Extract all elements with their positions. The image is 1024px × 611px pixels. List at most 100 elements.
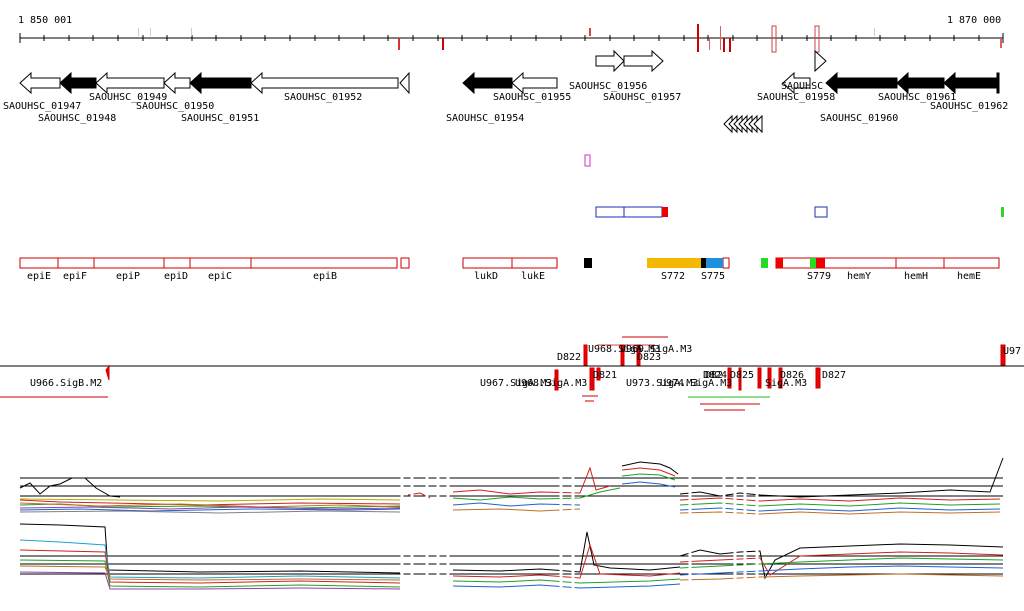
feature-label: epiD <box>164 271 188 282</box>
blue-box[interactable] <box>595 206 625 218</box>
feature-label: epiC <box>208 271 232 282</box>
gene-arrow[interactable] <box>189 71 252 95</box>
expression-track-1 <box>19 457 1004 520</box>
feature-label: epiE <box>27 271 51 282</box>
gene-label: SAOUHSC_01950 <box>136 101 214 112</box>
feature-box[interactable] <box>943 257 1000 269</box>
feature-box[interactable] <box>57 257 95 269</box>
regulator-label: D824 <box>703 370 727 381</box>
regulator-label: U968.SigA.M3 <box>588 344 660 355</box>
regulator-label: U97 <box>1003 346 1021 357</box>
gene-label: SAOUHSC_01951 <box>181 113 259 124</box>
purple-mark <box>584 154 591 167</box>
feature-box[interactable] <box>895 257 945 269</box>
gene-label: SAOUHSC_01960 <box>820 113 898 124</box>
regulator-label: U973.SigA.M3 <box>626 378 698 389</box>
feature-box[interactable] <box>250 257 398 269</box>
small-gene-cluster <box>723 114 763 134</box>
feature-label: hemE <box>957 271 981 282</box>
gene-arrow[interactable] <box>163 71 191 95</box>
orange-feature[interactable] <box>647 258 701 268</box>
expression-track-2 <box>19 520 1004 600</box>
feature-label: S772 <box>661 271 685 282</box>
scale-ticks <box>19 33 1004 43</box>
gene-arrow[interactable] <box>95 71 165 95</box>
gene-arrow[interactable] <box>462 71 513 95</box>
gene-labels: SAOUHSC_01947 SAOUHSC_01948 SAOUHSC_0194… <box>3 81 1008 124</box>
feature-box[interactable] <box>775 257 897 269</box>
scale-end-label: 1 870 000 <box>947 15 1001 26</box>
regulator-label: U966.SigB.M2 <box>30 378 102 389</box>
gene-arrow[interactable] <box>825 71 898 95</box>
overlapping-label: U969.SigA.M3 <box>620 344 692 355</box>
gene-label: SAOUHSC_01952 <box>284 92 362 103</box>
feature-box[interactable] <box>511 257 558 269</box>
blue-feature[interactable] <box>706 258 723 268</box>
regulator-label: D82 <box>705 370 723 381</box>
gene-label: SAOUHSC_01961 <box>878 92 956 103</box>
scale-start-label: 1 850 001 <box>18 15 72 26</box>
gene-label: SAOUHSC_01954 <box>446 113 524 124</box>
regulator-label: D823 <box>637 352 661 363</box>
green-feature[interactable] <box>761 258 768 268</box>
red-mark <box>662 207 668 217</box>
regulator-label: D826 <box>780 370 804 381</box>
regulator-label: D822 <box>557 352 581 363</box>
feature-box[interactable] <box>93 257 165 269</box>
feature-label: hemY <box>847 271 871 282</box>
gene-arrow[interactable] <box>943 71 997 95</box>
feature-box[interactable] <box>189 257 252 269</box>
gene-label: SAOUHSC_01955 <box>493 92 571 103</box>
black-mark <box>584 258 592 268</box>
gene-label: SAOUHSC_01962 <box>930 101 1008 112</box>
blue-box[interactable] <box>623 206 663 218</box>
coordinate-scale: 1 850 001 1 870 000 <box>18 15 1004 53</box>
regulator-track: U966.SigB.M2 U967.SigA.M3 U973.SigA.M3 U… <box>0 336 1024 411</box>
gene-label: SAOUHSC_01949 <box>89 92 167 103</box>
annotation-marks <box>584 154 1004 218</box>
feature-label: epiB <box>313 271 337 282</box>
regulator-labels: U966.SigB.M2 U967.SigA.M3 U973.SigA.M3 U… <box>30 344 1021 389</box>
feature-box[interactable] <box>722 257 730 269</box>
feature-labels: epiE epiF epiP epiD epiC epiB lukD lukE … <box>27 271 981 282</box>
gene-label: SAOUHSC_01957 <box>603 92 681 103</box>
feature-box[interactable] <box>19 257 59 269</box>
feature-box[interactable] <box>462 257 513 269</box>
feature-label: hemH <box>904 271 928 282</box>
gene-label: SAOUHSC_01947 <box>3 101 81 112</box>
regulator-label: U967.SigA.M3 <box>480 378 552 389</box>
gene-arrow[interactable] <box>59 71 97 95</box>
feature-label: S775 <box>701 271 725 282</box>
gene-arrow[interactable] <box>814 49 827 73</box>
gene-arrow[interactable] <box>782 71 811 95</box>
gene-arrow[interactable] <box>19 71 61 95</box>
gene-label: SAOUHSC_01956 <box>569 81 647 92</box>
gene-arrow[interactable] <box>896 71 945 95</box>
gene-label: SAOUHSC <box>781 81 823 92</box>
gene-arrow[interactable] <box>250 71 399 95</box>
feature-label: epiF <box>63 271 87 282</box>
regulator-label: D827 <box>822 370 846 381</box>
gene-label: SAOUHSC_01958 <box>757 92 835 103</box>
feature-label: lukE <box>521 271 545 282</box>
feature-label: S779 <box>807 271 831 282</box>
regulator-label: SigA.M3 <box>765 378 807 389</box>
feature-box[interactable] <box>163 257 191 269</box>
gene-label: SAOUHSC_01948 <box>38 113 116 124</box>
gene-arrow[interactable] <box>623 49 664 73</box>
gene-arrow[interactable] <box>511 71 558 95</box>
gene-arrow[interactable] <box>399 71 410 95</box>
regulator-label: D821 <box>593 370 617 381</box>
feature-label: epiP <box>116 271 140 282</box>
scale-markers <box>138 24 1002 53</box>
overlapping-label: U968.SigA.M3 <box>515 378 587 389</box>
regulator-label: D825 <box>730 370 754 381</box>
feature-label: lukD <box>474 271 498 282</box>
blue-box[interactable] <box>814 206 828 218</box>
gene-arrow[interactable] <box>595 49 625 73</box>
feature-box[interactable] <box>400 257 410 269</box>
gene-track: SAOUHSC_01947 SAOUHSC_01948 SAOUHSC_0194… <box>3 49 1008 134</box>
feature-track: epiE epiF epiP epiD epiC epiB lukD lukE … <box>19 257 1000 282</box>
